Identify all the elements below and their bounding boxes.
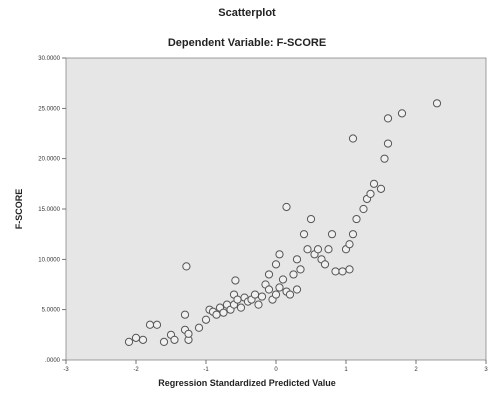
data-point xyxy=(296,265,305,274)
plot-area xyxy=(65,57,487,361)
x-tick-label: 2 xyxy=(414,367,418,373)
data-point xyxy=(320,260,330,269)
data-point xyxy=(292,255,302,264)
chart-subtitle: Dependent Variable: F-SCORE xyxy=(168,37,326,49)
data-point xyxy=(359,204,368,214)
data-point xyxy=(327,230,337,239)
x-tick-label: 3 xyxy=(484,367,488,373)
data-point xyxy=(254,300,263,309)
x-axis: -3 -2 -1 0 1 2 3 xyxy=(63,360,488,373)
data-point xyxy=(219,308,228,317)
data-point xyxy=(180,310,190,319)
chart-title: Scatterplot xyxy=(218,7,276,19)
x-tick-label: -2 xyxy=(133,367,139,373)
data-point xyxy=(313,245,323,254)
x-axis-label: Regression Standardized Predicted Value xyxy=(158,378,336,388)
data-point xyxy=(369,179,379,188)
data-point xyxy=(184,329,193,338)
data-point xyxy=(306,214,316,224)
y-tick-label: 5.0000 xyxy=(42,308,61,314)
data-point xyxy=(303,245,312,254)
data-point xyxy=(331,267,340,276)
data-point xyxy=(231,276,240,285)
data-point xyxy=(159,337,169,346)
data-point xyxy=(236,303,246,312)
y-tick-label: .0000 xyxy=(45,358,61,364)
data-point xyxy=(278,275,288,284)
data-point xyxy=(397,109,407,118)
y-tick-label: 10.0000 xyxy=(38,257,60,263)
data-point xyxy=(432,99,442,108)
data-point xyxy=(324,245,333,254)
data-point xyxy=(271,290,281,299)
data-point xyxy=(275,250,284,259)
data-point xyxy=(131,333,141,342)
data-point xyxy=(348,230,358,239)
y-tick-label: 15.0000 xyxy=(38,207,60,213)
data-point xyxy=(338,267,347,276)
data-point xyxy=(289,270,298,279)
data-point xyxy=(275,283,284,292)
y-tick-label: 20.0000 xyxy=(38,157,60,163)
data-point xyxy=(345,265,354,274)
data-point xyxy=(145,320,155,329)
data-point xyxy=(182,262,191,271)
x-tick-label: -3 xyxy=(63,367,69,373)
x-tick-label: -1 xyxy=(203,367,209,373)
data-points xyxy=(124,99,442,346)
data-point xyxy=(194,323,204,332)
data-point xyxy=(271,260,281,269)
data-point xyxy=(264,270,274,279)
data-point xyxy=(152,320,162,329)
x-tick-label: 0 xyxy=(274,367,278,373)
data-point xyxy=(170,335,179,344)
y-axis-label: F-SCORE xyxy=(14,189,24,230)
data-point xyxy=(250,290,260,299)
data-point xyxy=(292,285,302,294)
data-point xyxy=(264,285,274,294)
data-point xyxy=(352,214,361,224)
data-point xyxy=(345,240,354,249)
data-point xyxy=(383,114,393,123)
data-point xyxy=(285,290,295,299)
data-point xyxy=(212,310,221,319)
data-point xyxy=(383,139,393,148)
y-tick-label: 30.0000 xyxy=(38,56,60,62)
data-point xyxy=(233,295,242,304)
data-point xyxy=(201,315,211,324)
data-point xyxy=(282,202,291,212)
y-axis: .0000 5.0000 10.0000 15.0000 20.0000 25.0000 3… xyxy=(38,56,66,364)
data-point xyxy=(348,134,358,143)
data-point xyxy=(124,337,134,346)
x-tick-label: 1 xyxy=(344,367,348,373)
y-tick-label: 25.0000 xyxy=(38,106,60,112)
data-point xyxy=(366,189,375,198)
data-point xyxy=(257,292,267,301)
data-point xyxy=(376,184,386,193)
data-point xyxy=(138,335,148,344)
data-point xyxy=(380,154,389,163)
data-point xyxy=(299,230,309,239)
